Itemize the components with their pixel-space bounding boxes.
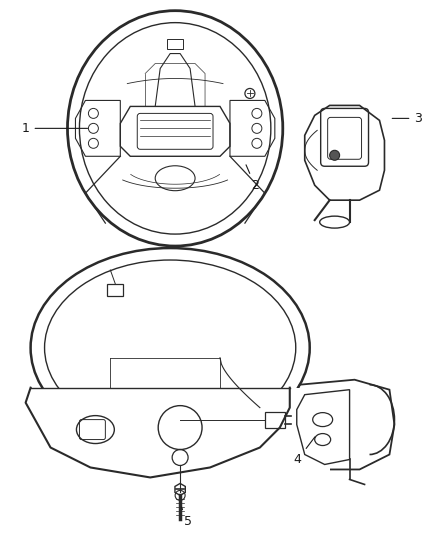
Bar: [11, 387, 330, 533]
Text: 3: 3: [392, 112, 422, 125]
Bar: [167, 38, 183, 49]
Text: 4: 4: [294, 437, 315, 466]
Text: 1: 1: [21, 122, 88, 135]
Text: 5: 5: [181, 507, 192, 528]
Bar: [107, 284, 124, 296]
Bar: [265, 411, 285, 427]
Circle shape: [330, 150, 339, 160]
Text: 2: 2: [246, 165, 259, 192]
